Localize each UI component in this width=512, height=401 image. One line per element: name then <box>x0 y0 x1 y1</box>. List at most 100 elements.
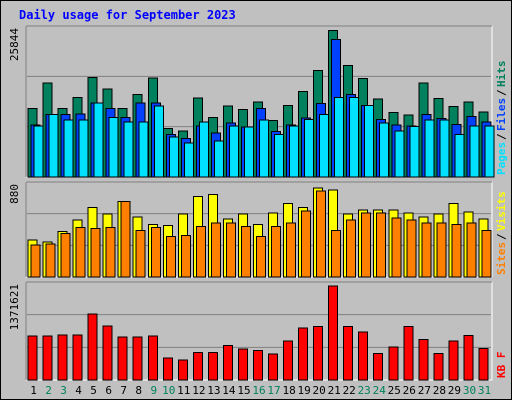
day-label-1: 1 <box>30 384 37 397</box>
bar-pages-day-9 <box>153 105 164 178</box>
labels-layer: 25844Pages/Files/Hits880Sites/Visits1371… <box>8 28 508 397</box>
bar-pages-day-18 <box>289 125 299 178</box>
bar-kbytes-day-18 <box>283 340 293 381</box>
day-label-25: 25 <box>388 384 401 397</box>
legend-visits: Visits <box>495 191 508 231</box>
day-label-29: 29 <box>448 384 461 397</box>
bar-pages-day-19 <box>304 119 315 178</box>
day-label-3: 3 <box>60 384 67 397</box>
bar-pages-day-1 <box>33 125 44 178</box>
bar-kbytes-day-11 <box>177 359 188 381</box>
day-label-20: 20 <box>312 384 325 397</box>
bar-pages-day-12 <box>198 121 209 178</box>
day-label-9: 9 <box>150 384 157 397</box>
bar-sites-day-26 <box>406 219 417 278</box>
bar-pages-day-4 <box>78 119 89 178</box>
bar-kbytes-day-28 <box>433 352 444 381</box>
bar-pages-day-31 <box>484 125 495 178</box>
bar-kbytes-day-15 <box>238 348 248 381</box>
bar-sites-day-24 <box>376 212 387 278</box>
bar-sites-day-29 <box>451 223 462 278</box>
bar-sites-day-14 <box>225 222 236 278</box>
bar-pages-day-13 <box>213 140 224 178</box>
day-label-30: 30 <box>463 384 476 397</box>
bar-sites-day-2 <box>45 243 56 278</box>
bar-pages-day-8 <box>138 121 149 178</box>
bar-kbytes-day-27 <box>418 339 429 381</box>
bar-sites-day-10 <box>165 236 176 278</box>
bar-sites-day-16 <box>256 236 266 278</box>
bar-kbytes-day-3 <box>57 334 68 381</box>
bar-pages-day-2 <box>48 113 59 178</box>
bar-pages-day-15 <box>244 126 254 178</box>
bar-pages-day-26 <box>409 125 420 178</box>
bar-pages-day-16 <box>259 119 269 178</box>
day-label-14: 14 <box>222 384 236 397</box>
bar-sites-day-25 <box>391 217 402 278</box>
bar-sites-day-4 <box>75 226 86 278</box>
bar-kbytes-day-1 <box>27 335 38 381</box>
bar-pages-day-20 <box>319 113 330 178</box>
bar-sites-day-15 <box>241 225 251 278</box>
day-label-7: 7 <box>120 384 127 397</box>
day-label-11: 11 <box>177 384 190 397</box>
bar-sites-day-28 <box>436 222 447 278</box>
bar-sites-day-17 <box>271 225 281 278</box>
bar-sites-day-7 <box>120 201 131 278</box>
day-label-12: 12 <box>192 384 205 397</box>
bar-kbytes-day-10 <box>162 357 173 381</box>
bar-pages-day-29 <box>454 133 465 178</box>
bar-pages-day-27 <box>424 119 435 178</box>
bar-sites-day-31 <box>481 230 492 278</box>
legend-hits: Hits <box>495 61 508 88</box>
bar-kbytes-day-17 <box>268 353 278 381</box>
legend-separator: / <box>495 233 508 240</box>
day-label-22: 22 <box>343 384 356 397</box>
bar-kbytes-day-6 <box>102 325 113 381</box>
axis-max-label-requests: 25844 <box>8 28 21 61</box>
bar-sites-day-11 <box>180 235 191 278</box>
bar-sites-day-6 <box>105 226 116 278</box>
chart-title: Daily usage for September 2023 <box>19 8 236 22</box>
bar-pages-day-10 <box>168 136 179 178</box>
axis-max-label-visitors: 880 <box>8 184 21 204</box>
day-label-4: 4 <box>75 384 82 397</box>
bar-kbytes-day-9 <box>147 335 158 381</box>
bar-sites-day-22 <box>346 219 357 278</box>
bar-kbytes-day-24 <box>373 352 384 381</box>
bar-kbytes-day-7 <box>117 336 128 381</box>
bar-sites-day-23 <box>361 212 372 278</box>
bar-pages-day-21 <box>334 96 345 178</box>
bar-kbytes-day-25 <box>388 346 399 381</box>
day-label-21: 21 <box>328 384 341 397</box>
bar-sites-day-21 <box>331 230 342 278</box>
bar-kbytes-day-16 <box>253 350 263 381</box>
day-label-6: 6 <box>105 384 112 397</box>
day-label-17: 17 <box>267 384 280 397</box>
day-label-10: 10 <box>162 384 175 397</box>
bar-pages-day-17 <box>274 133 284 178</box>
day-label-16: 16 <box>252 384 265 397</box>
day-label-15: 15 <box>237 384 250 397</box>
day-label-8: 8 <box>135 384 142 397</box>
bar-sites-day-27 <box>421 222 432 278</box>
bar-kbytes-day-2 <box>42 335 53 381</box>
day-label-18: 18 <box>282 384 295 397</box>
day-label-31: 31 <box>478 384 491 397</box>
axis-max-label-kbytes: 1371621 <box>8 284 21 330</box>
bar-kbytes-day-4 <box>72 334 83 381</box>
bar-pages-day-3 <box>63 119 74 178</box>
bar-kbytes-day-30 <box>463 335 474 381</box>
bar-kbytes-day-20 <box>313 326 324 381</box>
bar-sites-day-18 <box>286 222 296 278</box>
legend-sites: Sites <box>495 242 508 275</box>
legend-kbytes: KB F <box>495 352 508 379</box>
bar-pages-day-28 <box>439 119 450 178</box>
day-label-28: 28 <box>433 384 446 397</box>
day-label-5: 5 <box>90 384 97 397</box>
bar-pages-day-30 <box>469 125 480 178</box>
bar-pages-day-14 <box>228 125 239 178</box>
day-label-2: 2 <box>45 384 52 397</box>
day-label-27: 27 <box>418 384 431 397</box>
